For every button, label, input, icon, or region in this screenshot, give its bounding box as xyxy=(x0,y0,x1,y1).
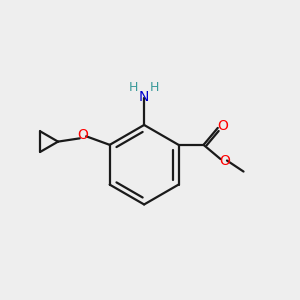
Text: N: N xyxy=(139,90,149,104)
Text: H: H xyxy=(129,81,139,94)
Text: O: O xyxy=(219,154,230,167)
Text: O: O xyxy=(218,119,229,134)
Text: H: H xyxy=(150,81,159,94)
Text: O: O xyxy=(77,128,88,142)
